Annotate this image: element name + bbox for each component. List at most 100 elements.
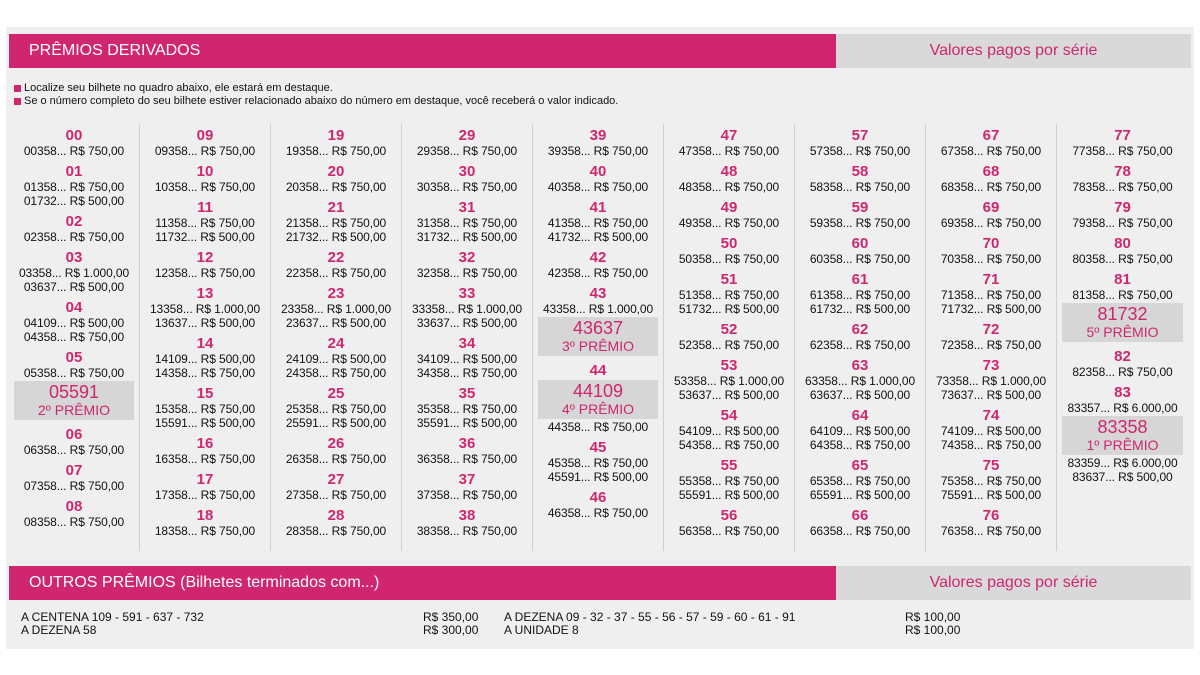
number-group: 80 80358... R$ 750,00: [1057, 235, 1188, 266]
section-title: PRÊMIOS DERIVADOS: [9, 34, 836, 68]
ticket-line: 13637... R$ 500,00: [154, 316, 256, 330]
group-number: 55: [720, 457, 738, 474]
group-number: 25: [327, 385, 345, 402]
ticket-line: 68358... R$ 750,00: [940, 180, 1042, 194]
group-number: 80: [1114, 235, 1131, 252]
ticket-line: 55358... R$ 750,00: [678, 474, 780, 488]
ticket-line: 82358... R$ 750,00: [1072, 365, 1173, 379]
ticket-line: 29358... R$ 750,00: [416, 144, 518, 158]
ticket-line: 10358... R$ 750,00: [154, 180, 256, 194]
derived-prizes-grid: 00 00358... R$ 750,00 01 01358... R$ 750,00…: [9, 124, 1189, 551]
ticket-line: 32358... R$ 750,00: [416, 266, 518, 280]
number-group: 71 71358... R$ 750,00 71732... R$ 500,00: [926, 271, 1056, 316]
number-group: 51 51358... R$ 750,00 51732... R$ 500,00: [664, 271, 794, 316]
group-number: 05: [65, 349, 83, 366]
group-number: 01: [65, 163, 83, 180]
number-group: 02 02358... R$ 750,00: [9, 213, 139, 244]
group-number: 79: [1114, 199, 1131, 216]
number-group: 10 10358... R$ 750,00: [140, 163, 270, 194]
group-number: 39: [589, 127, 607, 144]
highlighted-prize: 83358 1º PRÊMIO: [1062, 416, 1183, 455]
number-group: 41 41358... R$ 750,00 41732... R$ 500,00: [533, 199, 663, 244]
group-number: 61: [851, 271, 869, 288]
other-prize-value: R$ 350,00: [423, 610, 479, 624]
number-group: 28 28358... R$ 750,00: [271, 507, 401, 538]
derived-prizes-header: PRÊMIOS DERIVADOS Valores pagos por séri…: [9, 34, 1191, 68]
group-number: 68: [982, 163, 1000, 180]
group-number: 77: [1114, 127, 1131, 144]
ticket-line: 28358... R$ 750,00: [285, 524, 387, 538]
ticket-line: 60358... R$ 750,00: [809, 252, 911, 266]
group-number: 57: [851, 127, 869, 144]
ticket-line: 65591... R$ 500,00: [809, 488, 911, 502]
ticket-line: 13358... R$ 1.000,00: [149, 302, 261, 316]
prize-number: 43637: [572, 318, 624, 338]
group-number: 35: [458, 385, 476, 402]
ticket-line: 07358... R$ 750,00: [23, 479, 125, 493]
number-group: 37 37358... R$ 750,00: [402, 471, 532, 502]
number-group: 04 04109... R$ 500,00 04358... R$ 750,00: [9, 299, 139, 344]
group-number: 31: [458, 199, 476, 216]
group-number: 64: [851, 407, 869, 424]
number-group: 67 67358... R$ 750,00: [926, 127, 1056, 158]
number-group: 23 23358... R$ 1.000,00 23637... R$ 500,00: [271, 285, 401, 330]
group-number: 16: [196, 435, 214, 452]
number-group: 66 66358... R$ 750,00: [795, 507, 925, 538]
grid-column: 29 29358... R$ 750,00 30 30358... R$ 750,00…: [402, 124, 533, 551]
group-number: 52: [720, 321, 738, 338]
ticket-line: 03637... R$ 500,00: [23, 280, 125, 294]
ticket-line: 34109... R$ 500,00: [416, 352, 518, 366]
prize-number: 44109: [572, 381, 624, 401]
group-number: 13: [196, 285, 214, 302]
ticket-line: 51732... R$ 500,00: [678, 302, 780, 316]
number-group: 32 32358... R$ 750,00: [402, 249, 532, 280]
ticket-line: 24109... R$ 500,00: [285, 352, 387, 366]
ticket-line: 35358... R$ 750,00: [416, 402, 518, 416]
number-group: 44 44109 4º PRÊMIO 44358... R$ 750,00: [533, 362, 663, 434]
ticket-line: 23358... R$ 1.000,00: [280, 302, 392, 316]
ticket-line: 09358... R$ 750,00: [154, 144, 256, 158]
ticket-line: 54358... R$ 750,00: [678, 438, 780, 452]
number-group: 73 73358... R$ 1.000,00 73637... R$ 500,00: [926, 357, 1056, 402]
number-group: 60 60358... R$ 750,00: [795, 235, 925, 266]
group-number: 00: [65, 127, 83, 144]
group-number: 83: [1114, 384, 1131, 401]
number-group: 70 70358... R$ 750,00: [926, 235, 1056, 266]
number-group: 21 21358... R$ 750,00 21732... R$ 500,00: [271, 199, 401, 244]
ticket-line: 25358... R$ 750,00: [285, 402, 387, 416]
ticket-line: 83637... R$ 500,00: [1072, 470, 1173, 484]
bullet-square-icon: [14, 85, 21, 92]
number-group: 83 83357... R$ 6.000,00 83358 1º PRÊMIO 8335…: [1057, 384, 1188, 484]
ticket-line: 48358... R$ 750,00: [678, 180, 780, 194]
other-prize-value: R$ 100,00: [905, 623, 961, 637]
group-number: 51: [720, 271, 738, 288]
ticket-line: 04109... R$ 500,00: [23, 316, 125, 330]
ticket-line: 21358... R$ 750,00: [285, 216, 387, 230]
ticket-line: 62358... R$ 750,00: [809, 338, 911, 352]
ticket-line: 06358... R$ 750,00: [23, 443, 125, 457]
ticket-line: 05358... R$ 750,00: [23, 366, 125, 380]
ticket-line: 14358... R$ 750,00: [154, 366, 256, 380]
ticket-line: 47358... R$ 750,00: [678, 144, 780, 158]
group-number: 58: [851, 163, 869, 180]
grid-column: 57 57358... R$ 750,00 58 58358... R$ 750,00…: [795, 124, 926, 551]
ticket-line: 19358... R$ 750,00: [285, 144, 387, 158]
group-number: 66: [851, 507, 869, 524]
group-number: 29: [458, 127, 476, 144]
grid-column: 47 47358... R$ 750,00 48 48358... R$ 750,00…: [664, 124, 795, 551]
prize-number: 83358: [1097, 417, 1148, 437]
group-number: 47: [720, 127, 738, 144]
group-number: 59: [851, 199, 869, 216]
number-group: 77 77358... R$ 750,00: [1057, 127, 1188, 158]
ticket-line: 59358... R$ 750,00: [809, 216, 911, 230]
ticket-line: 08358... R$ 750,00: [23, 515, 125, 529]
prize-number: 05591: [48, 382, 100, 402]
prize-label: 4º PRÊMIO: [561, 401, 635, 417]
group-number: 32: [458, 249, 476, 266]
highlighted-prize: 44109 4º PRÊMIO: [538, 380, 658, 419]
group-number: 60: [851, 235, 869, 252]
prize-label: 1º PRÊMIO: [1086, 437, 1159, 453]
number-group: 39 39358... R$ 750,00: [533, 127, 663, 158]
group-number: 73: [982, 357, 1000, 374]
group-number: 71: [982, 271, 1000, 288]
